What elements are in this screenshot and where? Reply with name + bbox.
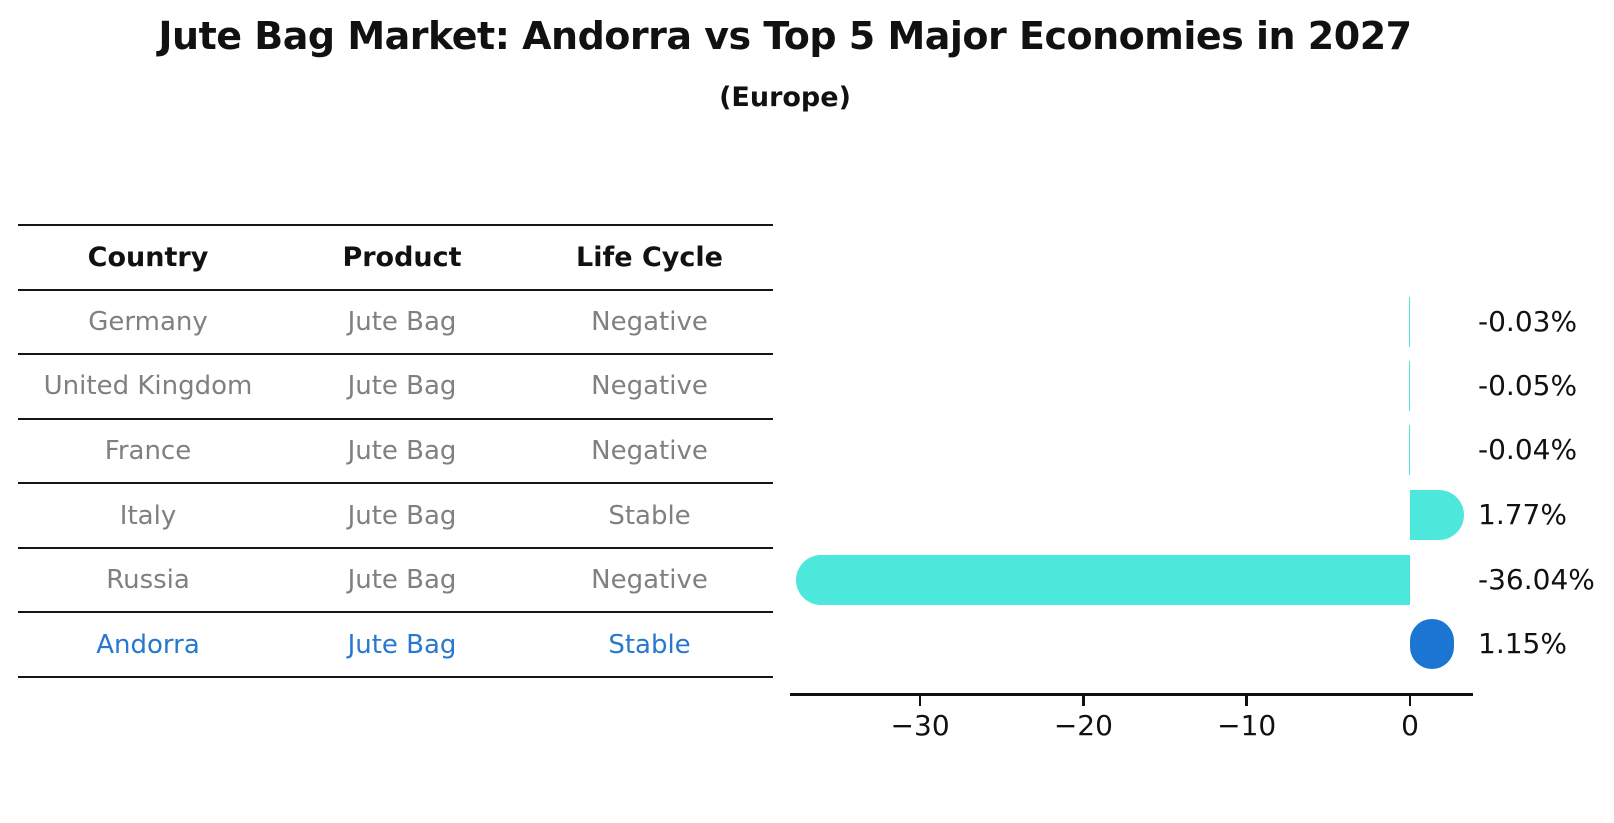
- value-label-united-kingdom: -0.05%: [1478, 369, 1578, 402]
- x-axis-line: [790, 693, 1473, 696]
- cell-country-andorra: Andorra: [96, 629, 200, 660]
- table-header-row: Country Product Life Cycle: [18, 226, 773, 291]
- header-cell-product: Product: [342, 241, 462, 273]
- cell-product-italy: Jute Bag: [347, 500, 457, 531]
- x-axis-tick-label: −30: [890, 709, 950, 742]
- cell-country-germany: Germany: [88, 306, 208, 337]
- x-axis-tick: [1082, 693, 1085, 706]
- header-cell-life-cycle: Life Cycle: [576, 241, 723, 273]
- cell-product-france: Jute Bag: [347, 435, 457, 466]
- cell-life_cycle-united-kingdom: Negative: [591, 371, 708, 402]
- table-row-france: France Jute Bag Negative: [18, 420, 773, 485]
- x-axis-tick: [1408, 693, 1412, 706]
- x-axis-tick: [918, 693, 922, 706]
- table-row-united-kingdom: United Kingdom Jute Bag Negative: [18, 355, 773, 420]
- header-cell-country: Country: [87, 241, 209, 273]
- table-row-italy: Italy Jute Bag Stable: [18, 484, 773, 549]
- cell-country-italy: Italy: [119, 500, 177, 531]
- cell-life_cycle-italy: Stable: [608, 500, 691, 531]
- cell-product-andorra: Jute Bag: [347, 629, 457, 660]
- bar-russia: [796, 555, 1410, 605]
- bar-italy: [1410, 490, 1464, 540]
- value-label-italy: 1.77%: [1478, 498, 1567, 531]
- bar-france: [1409, 425, 1410, 475]
- cell-life_cycle-france: Negative: [591, 435, 708, 466]
- x-axis-tick: [1245, 693, 1248, 706]
- country-table: Country Product Life Cycle Germany Jute Bag N…: [18, 224, 773, 678]
- bar-germany: [1409, 297, 1410, 347]
- value-label-russia: -36.04%: [1478, 563, 1595, 596]
- value-label-france: -0.04%: [1478, 433, 1578, 466]
- table-row-germany: Germany Jute Bag Negative: [18, 291, 773, 356]
- page-subtitle: (Europe): [719, 82, 851, 113]
- page-title: Jute Bag Market: Andorra vs Top 5 Major …: [158, 14, 1412, 58]
- value-label-andorra: 1.15%: [1478, 627, 1567, 660]
- x-axis-tick-label: 0: [1401, 709, 1419, 742]
- cell-country-united-kingdom: United Kingdom: [43, 371, 253, 402]
- cell-life_cycle-russia: Negative: [591, 565, 708, 596]
- x-axis-tick-label: −10: [1217, 709, 1277, 742]
- x-axis-tick-label: −20: [1053, 709, 1113, 742]
- cell-product-germany: Jute Bag: [347, 306, 457, 337]
- cell-life_cycle-andorra: Stable: [608, 629, 691, 660]
- cell-country-russia: Russia: [106, 565, 190, 596]
- cell-product-russia: Jute Bag: [347, 565, 457, 596]
- bar-andorra: [1410, 619, 1454, 669]
- bar-united-kingdom: [1409, 361, 1410, 411]
- cell-product-united-kingdom: Jute Bag: [347, 371, 457, 402]
- cell-country-france: France: [104, 435, 192, 466]
- value-label-germany: -0.03%: [1478, 305, 1578, 338]
- cell-life_cycle-germany: Negative: [591, 306, 708, 337]
- table-row-russia: Russia Jute Bag Negative: [18, 549, 773, 614]
- table-row-andorra: Andorra Jute Bag Stable: [18, 613, 773, 678]
